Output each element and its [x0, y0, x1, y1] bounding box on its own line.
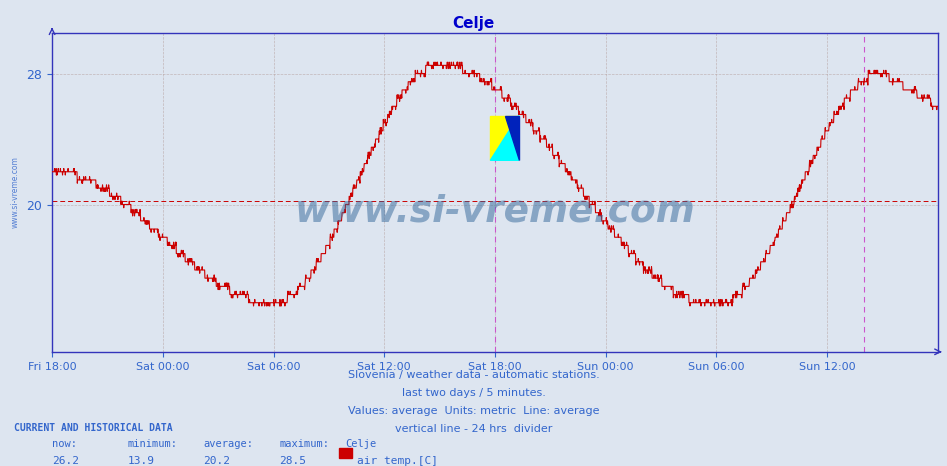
Text: average:: average:	[204, 439, 254, 449]
Text: 26.2: 26.2	[52, 456, 80, 466]
Text: 20.2: 20.2	[204, 456, 231, 466]
Text: www.si-vreme.com: www.si-vreme.com	[10, 156, 19, 228]
Polygon shape	[505, 116, 519, 160]
Text: Celje: Celje	[453, 16, 494, 31]
Text: air temp.[C]: air temp.[C]	[357, 456, 438, 466]
Text: Slovenia / weather data - automatic stations.: Slovenia / weather data - automatic stat…	[348, 370, 599, 380]
Text: Values: average  Units: metric  Line: average: Values: average Units: metric Line: aver…	[348, 406, 599, 416]
Text: Celje: Celje	[346, 439, 377, 449]
Polygon shape	[491, 116, 519, 160]
Text: maximum:: maximum:	[279, 439, 330, 449]
Text: now:: now:	[52, 439, 77, 449]
Text: vertical line - 24 hrs  divider: vertical line - 24 hrs divider	[395, 424, 552, 433]
Polygon shape	[491, 116, 519, 160]
Text: CURRENT AND HISTORICAL DATA: CURRENT AND HISTORICAL DATA	[14, 423, 173, 433]
Text: www.si-vreme.com: www.si-vreme.com	[295, 193, 695, 229]
Text: 28.5: 28.5	[279, 456, 307, 466]
Text: 13.9: 13.9	[128, 456, 155, 466]
Text: minimum:: minimum:	[128, 439, 178, 449]
Text: last two days / 5 minutes.: last two days / 5 minutes.	[402, 388, 545, 398]
